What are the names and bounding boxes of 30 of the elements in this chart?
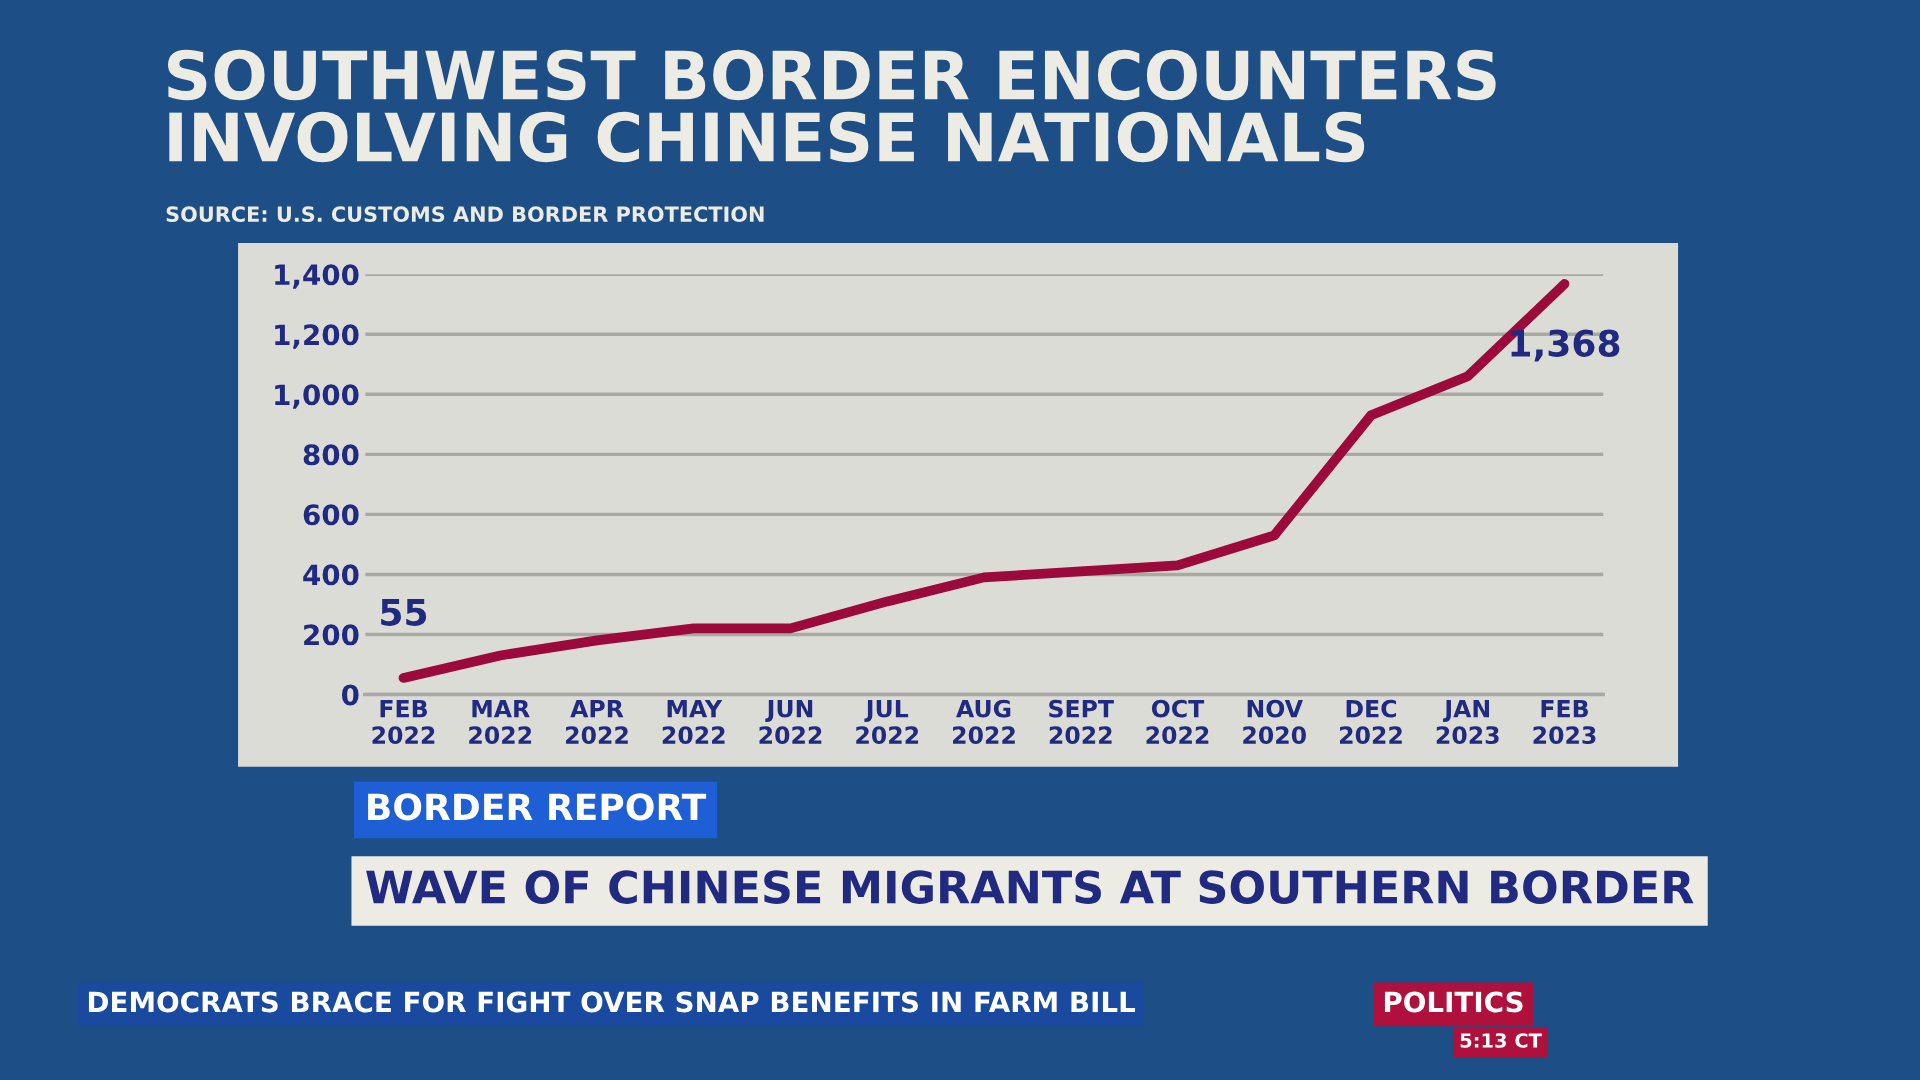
x-tick-label: JUN 2022 — [759, 700, 822, 745]
chart-subtitle: SOURCE: U.S. CUSTOMS AND BORDER PROTECTION — [166, 206, 764, 223]
y-tick-label: 1,200 — [275, 324, 359, 349]
text: BORDER REPORT — [368, 793, 707, 821]
x-tick-label: AUG 2022 — [953, 699, 1015, 745]
x-tick-label: OCT 2022 — [1146, 699, 1209, 745]
text: 5:13 CT — [1460, 1033, 1542, 1048]
x-tick-label: APR 2022 — [566, 700, 628, 745]
x-tick-label: JAN 2023 — [1436, 700, 1499, 745]
y-tick-label: 600 — [303, 504, 359, 526]
y-tick-label: 1,000 — [275, 384, 359, 409]
x-tick-label: SEPT 2022 — [1049, 699, 1114, 745]
y-tick-label: 400 — [303, 564, 359, 586]
y-tick-label: 0 — [341, 684, 359, 706]
y-tick-label: 200 — [304, 624, 359, 646]
text: DEMOCRATS BRACE FOR FIGHT OVER SNAP BENEFITS IN FARM BILL — [88, 991, 1136, 1013]
x-tick-label: NOV 2020 — [1243, 699, 1306, 745]
text: WAVE OF CHINESE MIGRANTS AT SOUTHERN BORDER — [366, 870, 1694, 904]
x-tick-label: MAR 2022 — [469, 700, 532, 745]
x-tick-label: MAY 2022 — [662, 700, 725, 745]
data-label: 1,368 — [1511, 329, 1620, 362]
x-tick-label: FEB 2023 — [1533, 700, 1596, 745]
y-tick-label: 1,400 — [275, 264, 359, 289]
y-tick-label: 800 — [303, 444, 359, 466]
x-tick-label: FEB 2022 — [372, 700, 435, 745]
x-tick-label: DEC 2022 — [1340, 699, 1402, 745]
x-tick-label: JUL 2022 — [856, 700, 919, 745]
text: POLITICS — [1384, 991, 1523, 1013]
chart-title: SOUTHWEST BORDER ENCOUNTERS INVOLVING CHINESE NATIONALS — [167, 49, 1496, 163]
data-label: 55 — [381, 599, 427, 626]
